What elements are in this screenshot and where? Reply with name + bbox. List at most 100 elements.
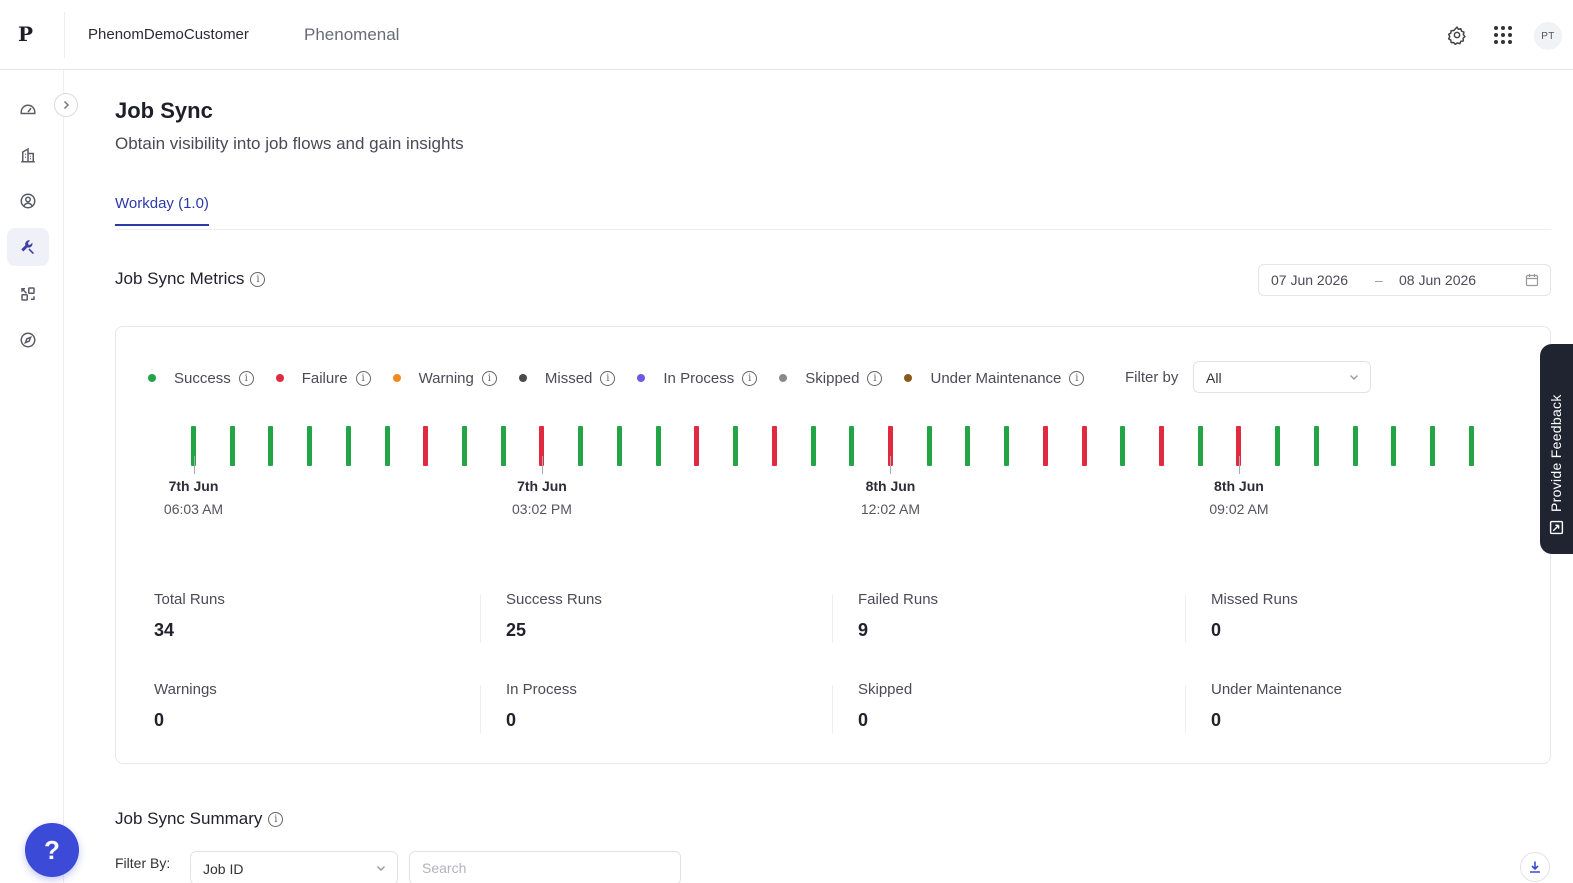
run-bar-success[interactable] — [1275, 426, 1281, 466]
apps-grid-icon[interactable] — [1490, 22, 1516, 48]
stat-value: 0 — [858, 710, 869, 730]
chevron-right-icon — [63, 100, 70, 110]
run-bar-failure[interactable] — [1081, 426, 1087, 466]
customer-name[interactable]: PhenomDemoCustomer — [88, 26, 249, 43]
run-bar-failure[interactable] — [887, 426, 893, 466]
provide-feedback-tab[interactable]: Provide Feedback — [1540, 344, 1573, 554]
run-bar-success[interactable] — [616, 426, 622, 466]
gear-icon[interactable] — [1444, 22, 1470, 48]
tick-date-label: 8th Jun — [865, 478, 916, 494]
stat-value: 0 — [154, 710, 165, 730]
search-input[interactable] — [409, 851, 681, 883]
run-bar-success[interactable] — [500, 426, 506, 466]
stat-label: Failed Runs — [858, 591, 939, 608]
stat-label: Warnings — [154, 681, 217, 698]
tab-workday[interactable]: Workday (1.0) — [115, 195, 209, 226]
info-icon[interactable]: i — [355, 370, 371, 386]
sidebar-item-dashboard[interactable] — [7, 90, 49, 128]
stat-value: 9 — [858, 620, 869, 640]
avatar[interactable]: PT — [1534, 22, 1562, 50]
sidebar-item-tools[interactable] — [7, 228, 49, 266]
run-bar-success[interactable] — [810, 426, 816, 466]
run-bar-success[interactable] — [1391, 426, 1397, 466]
info-icon[interactable]: i — [481, 370, 497, 386]
legend-dot — [148, 374, 156, 382]
stat-under-maintenance: Under Maintenance 0 — [1211, 681, 1342, 731]
stat-missed-runs: Missed Runs 0 — [1211, 591, 1298, 641]
info-icon[interactable]: i — [250, 271, 266, 287]
stat-divider — [832, 685, 833, 733]
info-icon[interactable]: i — [600, 370, 616, 386]
org-name[interactable]: Phenomenal — [304, 25, 400, 44]
dashboard-icon — [20, 104, 36, 115]
run-bar-success[interactable] — [229, 426, 235, 466]
stat-in-process: In Process 0 — [506, 681, 577, 731]
stat-divider — [1185, 595, 1186, 643]
info-icon[interactable]: i — [867, 370, 883, 386]
run-bar-success[interactable] — [1313, 426, 1319, 466]
sidebar-item-users[interactable] — [7, 182, 49, 220]
status-filter-select[interactable]: All — [1193, 361, 1371, 393]
info-icon[interactable]: i — [268, 811, 284, 827]
run-bar-failure[interactable] — [423, 426, 429, 466]
run-bar-success[interactable] — [307, 426, 313, 466]
summary-title: Job Sync Summary i — [115, 809, 284, 829]
run-bar-success[interactable] — [849, 426, 855, 466]
stat-total-runs: Total Runs 34 — [154, 591, 225, 641]
sidebar-expand-button[interactable] — [54, 93, 78, 117]
run-bar-success[interactable] — [268, 426, 274, 466]
phenom-logo[interactable]: P — [18, 22, 34, 46]
run-bar-success[interactable] — [384, 426, 390, 466]
run-bar-success[interactable] — [1352, 426, 1358, 466]
date-range-picker[interactable]: 07 Jun 2026 – 08 Jun 2026 — [1258, 264, 1551, 296]
legend-item: Failure i — [275, 369, 371, 387]
help-button[interactable]: ? — [25, 823, 79, 877]
legend-label: Failure — [301, 369, 348, 387]
run-bar-success[interactable] — [1197, 426, 1203, 466]
run-bar-success[interactable] — [345, 426, 351, 466]
feedback-label: Provide Feedback — [1548, 394, 1564, 512]
run-bar-success[interactable] — [926, 426, 932, 466]
stat-label: Under Maintenance — [1211, 681, 1342, 698]
run-bar-failure[interactable] — [1236, 426, 1242, 466]
run-bar-failure[interactable] — [771, 426, 777, 466]
legend-label: Missed — [544, 369, 593, 387]
info-icon[interactable]: i — [238, 370, 254, 386]
run-bar-success[interactable] — [965, 426, 971, 466]
info-icon[interactable]: i — [1069, 370, 1085, 386]
run-bar-failure[interactable] — [539, 426, 545, 466]
run-bar-failure[interactable] — [1159, 426, 1164, 466]
sidebar-item-buildings[interactable] — [7, 136, 49, 174]
stat-value: 25 — [506, 620, 527, 640]
chevron-down-icon — [1350, 375, 1358, 380]
run-bar-success[interactable] — [1120, 426, 1126, 466]
sidebar-item-explore[interactable] — [7, 321, 49, 359]
run-bar-success[interactable] — [1468, 426, 1474, 466]
run-bar-success[interactable] — [655, 426, 661, 466]
date-to: 08 Jun 2026 — [1399, 272, 1477, 288]
stat-label: Skipped — [858, 681, 913, 698]
legend-label: In Process — [663, 369, 735, 387]
summary-filter-select[interactable]: Job ID — [190, 851, 398, 883]
stat-divider — [480, 685, 481, 733]
summary-filter-label: Filter By: — [115, 855, 171, 871]
stat-label: Success Runs — [506, 591, 602, 608]
run-bar-success[interactable] — [462, 426, 468, 466]
stat-value: 0 — [1211, 620, 1222, 640]
run-bar-failure[interactable] — [1042, 426, 1048, 466]
download-button[interactable] — [1520, 852, 1550, 882]
run-bar-success[interactable] — [578, 426, 584, 466]
run-bar-success[interactable] — [733, 426, 739, 466]
timeline-tick — [890, 456, 892, 474]
run-bar-success[interactable] — [1430, 426, 1436, 466]
sidebar-item-integrations[interactable] — [7, 275, 49, 313]
run-bar-success[interactable] — [1004, 426, 1010, 466]
run-bar-success[interactable] — [191, 426, 196, 466]
stat-divider — [1185, 685, 1186, 733]
stat-skipped: Skipped 0 — [858, 681, 912, 731]
tabs-divider — [115, 229, 1551, 230]
run-bar-failure[interactable] — [694, 426, 700, 466]
legend-dot — [518, 374, 527, 382]
legend-item: Success i — [148, 370, 254, 387]
info-icon[interactable]: i — [742, 370, 758, 386]
